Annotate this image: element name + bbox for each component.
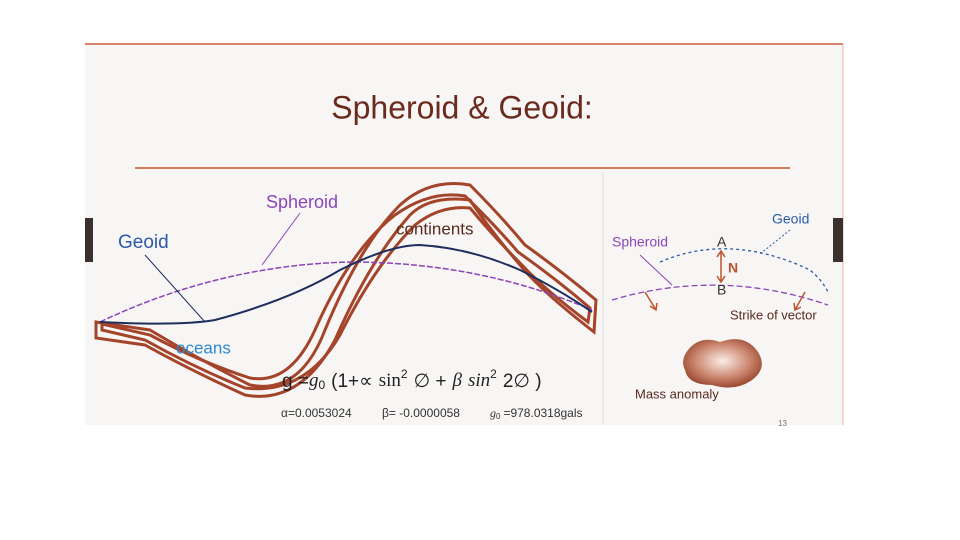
point-a: A: [717, 234, 727, 250]
formula-part: 2: [490, 367, 497, 381]
title: Spheroid & Geoid:: [331, 89, 593, 125]
vector-left: [644, 291, 658, 312]
spheroid-label: Spheroid: [266, 192, 338, 212]
continents-label: continents: [396, 219, 474, 238]
mass-anomaly-blob: [683, 339, 762, 388]
constant-beta: β= -0.0000058: [382, 406, 460, 420]
geoid-arc: [659, 248, 829, 293]
geoid-label-right: Geoid: [772, 211, 809, 227]
geoid-curve: [99, 243, 593, 325]
left-tab: [85, 218, 93, 262]
oceans-label: oceans: [176, 338, 231, 357]
formula-part: g: [309, 370, 319, 391]
blank-area: [0, 426, 960, 540]
strike-label: Strike of vector: [730, 307, 817, 322]
formula-part: 2: [401, 367, 408, 381]
spheroid-pointer: [261, 212, 301, 266]
constant-alpha: α=0.0053024: [281, 406, 352, 420]
constant-part: g: [490, 406, 496, 420]
spheroid-label-right: Spheroid: [612, 234, 668, 250]
formula-part: β: [452, 370, 463, 391]
spheroid-curve: [99, 261, 593, 323]
geoid-label: Geoid: [118, 232, 169, 253]
constant-part: =978.0318gals: [503, 406, 582, 420]
vector-right: [793, 291, 806, 312]
formula-part: (1+∝: [331, 371, 373, 392]
mass-anomaly-label: Mass anomaly: [635, 386, 719, 401]
n-arrowheads: [716, 249, 726, 284]
point-b: B: [717, 282, 726, 298]
formula-part: g =: [282, 371, 309, 392]
n-label: N: [728, 260, 738, 276]
right-tab: [833, 218, 843, 262]
formula-part: ∅ +: [414, 371, 447, 392]
constant-part: 0: [496, 412, 501, 421]
formula: g =g0 (1+∝ sin2 ∅ + β sin2 2∅ ): [282, 367, 542, 392]
inner-outline: [100, 193, 592, 391]
formula-part: sin: [468, 370, 490, 391]
spheroid-pointer-right: [639, 254, 673, 286]
formula-part: 0: [318, 378, 325, 392]
geoid-pointer-right: [759, 229, 791, 255]
constant-g0: g0 =978.0318gals: [490, 406, 583, 421]
formula-part: 2∅ ): [503, 371, 542, 392]
formula-part: sin: [379, 370, 402, 391]
page-number: 13: [778, 419, 787, 428]
geoid-pointer: [144, 254, 206, 323]
